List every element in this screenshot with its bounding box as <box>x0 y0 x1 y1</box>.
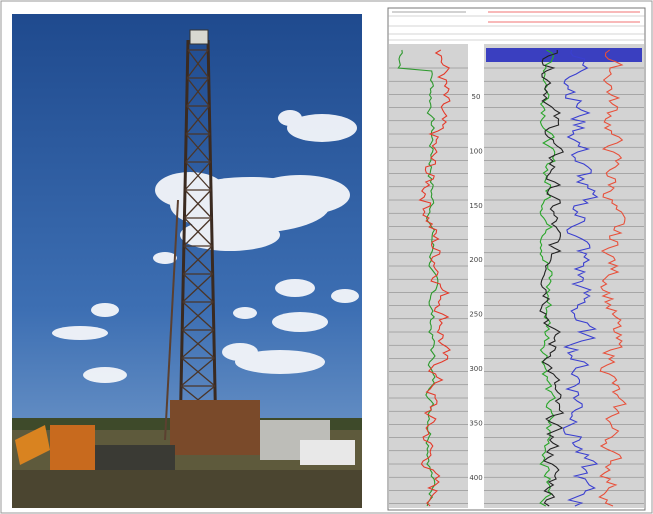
log-curve <box>539 49 557 507</box>
brace <box>185 105 210 135</box>
rig-photo <box>12 14 362 508</box>
depth-label: 200 <box>469 256 482 264</box>
brace <box>180 357 215 387</box>
log-curve <box>539 49 565 507</box>
depth-label: 350 <box>469 419 482 427</box>
brace <box>183 217 213 247</box>
brace <box>182 245 213 275</box>
brace <box>186 77 210 107</box>
depth-label: 250 <box>469 311 482 319</box>
brace <box>186 49 209 79</box>
brace <box>181 301 214 331</box>
brace <box>184 161 211 191</box>
brace <box>182 273 214 303</box>
log-curve <box>563 49 599 507</box>
brace <box>181 329 215 359</box>
brace <box>183 189 212 219</box>
depth-label: 300 <box>469 365 482 373</box>
depth-label: 100 <box>469 147 482 155</box>
depth-label: 400 <box>469 474 482 482</box>
brace <box>185 133 211 163</box>
log-curve <box>418 49 451 507</box>
depth-label: 50 <box>472 93 481 101</box>
log-curve <box>598 49 627 507</box>
well-log: 50 100 150 200 250 300 350 400 <box>387 7 646 511</box>
depth-label: 150 <box>469 202 482 210</box>
